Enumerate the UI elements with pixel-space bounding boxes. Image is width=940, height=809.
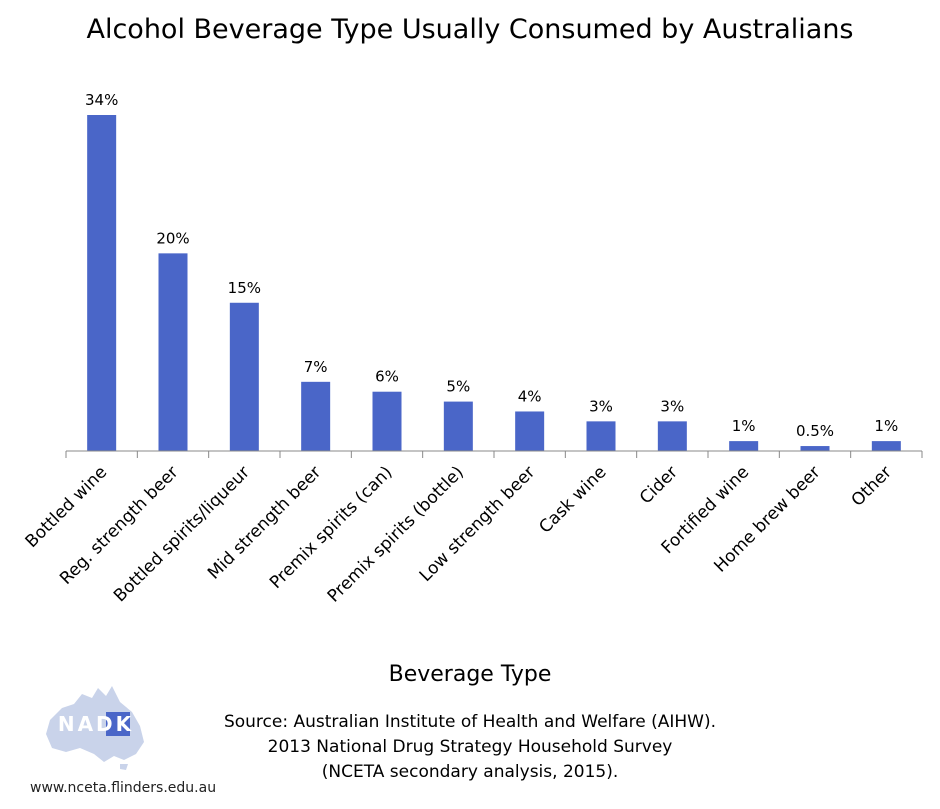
data-label: 20% bbox=[156, 229, 189, 247]
x-tick-label: Premix spirits (can) bbox=[266, 462, 397, 593]
data-label: 34% bbox=[85, 91, 118, 109]
source-line: (NCETA secondary analysis, 2015). bbox=[321, 762, 619, 782]
logo-highlight-square bbox=[106, 712, 130, 736]
bar bbox=[158, 253, 188, 451]
bar bbox=[229, 302, 259, 451]
x-tick-label: Cask wine bbox=[535, 462, 610, 537]
data-label: 1% bbox=[732, 417, 756, 435]
x-tick-label: Reg. strength beer bbox=[56, 462, 182, 588]
bar bbox=[657, 421, 687, 451]
bars-layer bbox=[87, 115, 901, 451]
data-label: 5% bbox=[446, 378, 470, 396]
data-label: 7% bbox=[304, 358, 328, 376]
x-tick-label: Premix spirits (bottle) bbox=[324, 462, 468, 606]
bar bbox=[729, 441, 759, 451]
x-tick-label: Bottled spirits/liqueur bbox=[110, 462, 254, 606]
bar bbox=[515, 411, 545, 451]
x-tick-label: Cider bbox=[636, 462, 682, 508]
source-line: 2013 National Drug Strategy Household Su… bbox=[267, 737, 673, 757]
chart-title: Alcohol Beverage Type Usually Consumed b… bbox=[86, 14, 854, 45]
data-label: 3% bbox=[660, 397, 684, 415]
x-tick-label: Other bbox=[848, 462, 896, 510]
data-label: 1% bbox=[874, 417, 898, 435]
bar bbox=[800, 446, 830, 451]
bar bbox=[586, 421, 616, 451]
tasmania-shape bbox=[120, 764, 128, 770]
logo-text: NADK bbox=[58, 712, 134, 736]
australia-map-icon bbox=[46, 686, 144, 762]
data-label: 4% bbox=[518, 387, 542, 405]
bar bbox=[443, 401, 473, 451]
source-note: Source: Australian Institute of Health a… bbox=[190, 710, 750, 785]
data-label: 15% bbox=[228, 279, 261, 297]
bar bbox=[301, 381, 331, 451]
bar bbox=[372, 391, 402, 451]
nadk-logo: NADK bbox=[46, 686, 144, 770]
data-label: 6% bbox=[375, 368, 399, 386]
data-label: 0.5% bbox=[796, 422, 834, 440]
website-url: www.nceta.flinders.edu.au bbox=[30, 780, 217, 796]
source-line: Source: Australian Institute of Health a… bbox=[223, 712, 717, 732]
x-axis-title: Beverage Type bbox=[388, 662, 552, 687]
data-label: 3% bbox=[589, 397, 613, 415]
x-axis bbox=[65, 450, 923, 458]
bar bbox=[871, 441, 901, 451]
bar bbox=[87, 115, 117, 451]
